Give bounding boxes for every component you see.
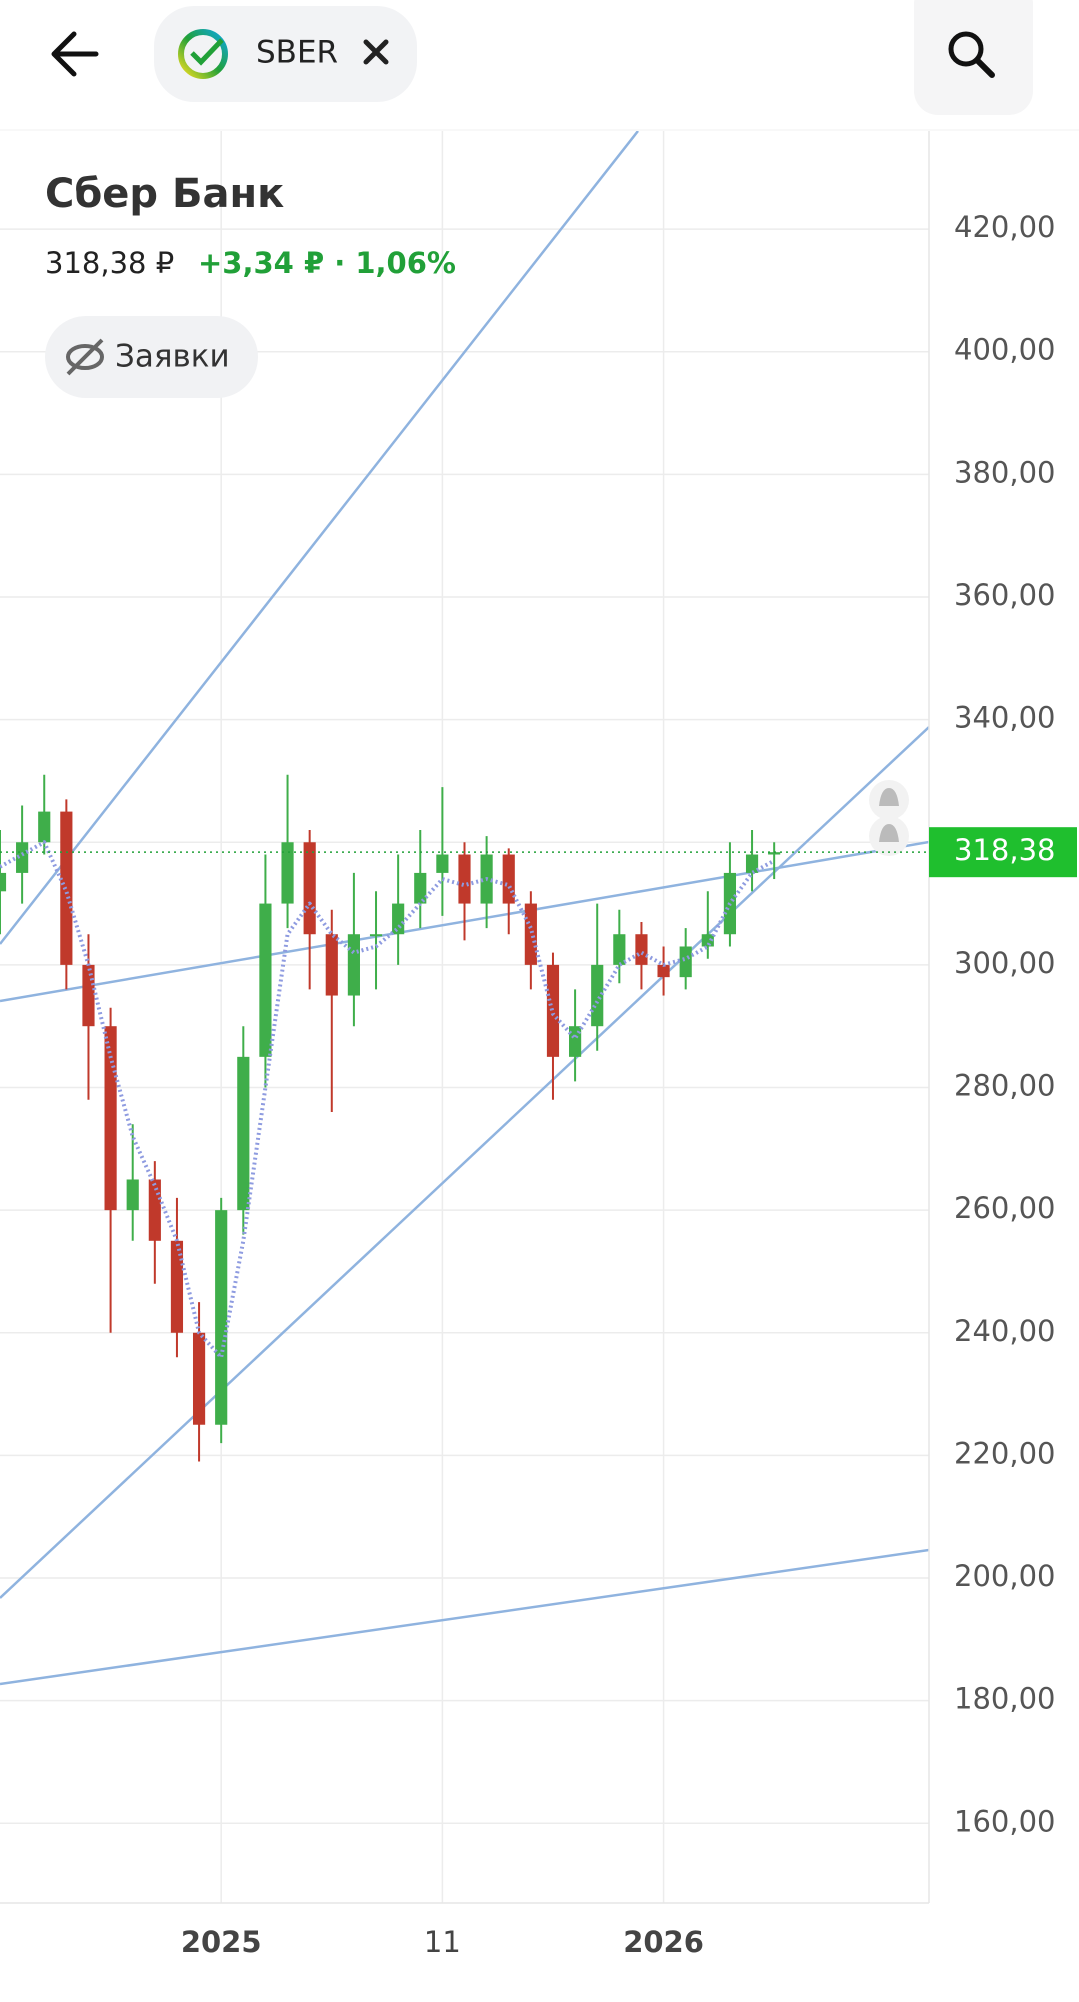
search-icon xyxy=(974,57,995,78)
y-tick-label: 280,00 xyxy=(954,1069,1055,1103)
candle-body xyxy=(104,1026,117,1211)
candle-body xyxy=(436,854,449,873)
candle-body xyxy=(347,934,360,996)
eye-icon xyxy=(66,338,104,376)
x-tick-label: 2025 xyxy=(181,1925,262,1959)
bell-icon xyxy=(879,788,899,806)
candle-body xyxy=(16,842,29,873)
candle-body xyxy=(701,934,714,947)
candle-body xyxy=(38,811,51,843)
candle-body xyxy=(745,854,759,873)
back-button[interactable] xyxy=(51,31,99,77)
orders-label: Заявки xyxy=(115,339,230,375)
candle-body xyxy=(369,934,383,937)
ticker-chip[interactable]: SBER xyxy=(154,6,417,102)
orders-button[interactable]: Заявки xyxy=(45,316,258,398)
back-icon xyxy=(51,31,99,77)
eye-icon xyxy=(66,344,104,370)
candle-body xyxy=(392,903,405,935)
trend-line xyxy=(0,1548,929,1686)
candle-body xyxy=(303,842,316,935)
search-button[interactable] xyxy=(914,0,1033,115)
current-price-label: 318,38 xyxy=(954,833,1055,867)
y-tick-label: 380,00 xyxy=(954,455,1055,489)
x-tick-label: 2026 xyxy=(623,1925,704,1959)
candle-body xyxy=(126,1179,139,1211)
y-tick-label: 180,00 xyxy=(954,1682,1055,1716)
y-tick-label: 360,00 xyxy=(954,578,1055,612)
candle-body xyxy=(679,946,692,978)
candle-body xyxy=(192,1332,206,1425)
x-tick-label: 11 xyxy=(424,1925,461,1959)
candle-body xyxy=(591,964,604,1027)
alert-icons[interactable] xyxy=(869,780,909,856)
candle-body xyxy=(524,903,537,965)
search-icon xyxy=(948,31,984,67)
candle-body xyxy=(325,934,338,996)
stock-name: Сбер Банк xyxy=(45,171,284,217)
y-tick-label: 160,00 xyxy=(954,1804,1055,1838)
current-price-badge xyxy=(929,827,1077,878)
candle-body xyxy=(657,964,670,978)
y-tick-label: 260,00 xyxy=(954,1191,1055,1225)
candle-body xyxy=(458,854,471,904)
remove-icon[interactable] xyxy=(363,39,389,65)
trend-line xyxy=(0,131,639,945)
y-tick-label: 300,00 xyxy=(954,946,1055,980)
orders-bg xyxy=(45,316,258,398)
y-tick-label: 420,00 xyxy=(954,210,1055,244)
y-tick-label: 400,00 xyxy=(954,333,1055,367)
candle-body xyxy=(613,934,626,965)
candle-body xyxy=(281,842,294,904)
price: 318,38 ₽ xyxy=(45,246,174,280)
candle-body xyxy=(215,1210,228,1425)
y-tick-label: 200,00 xyxy=(954,1559,1055,1593)
ticker: SBER xyxy=(256,35,338,71)
candle-body xyxy=(635,934,648,965)
y-tick-label: 240,00 xyxy=(954,1314,1055,1348)
candle-body xyxy=(148,1179,161,1241)
sber-logo xyxy=(178,29,228,79)
candle-body xyxy=(170,1240,184,1333)
candle-body xyxy=(768,852,781,855)
candle-body xyxy=(237,1056,250,1211)
candle-body xyxy=(259,903,272,1057)
search-bg xyxy=(914,0,1033,115)
price-change: +3,34 ₽ · 1,06% xyxy=(198,246,456,280)
bell-icon xyxy=(879,824,899,842)
chip-bg xyxy=(154,6,417,102)
candle-body xyxy=(0,872,7,892)
candle-body xyxy=(569,1026,582,1057)
y-tick-label: 340,00 xyxy=(954,701,1055,735)
candle-body xyxy=(414,872,427,904)
sber-check xyxy=(190,38,224,66)
candle-body xyxy=(546,964,560,1057)
y-tick-label: 220,00 xyxy=(954,1436,1055,1470)
